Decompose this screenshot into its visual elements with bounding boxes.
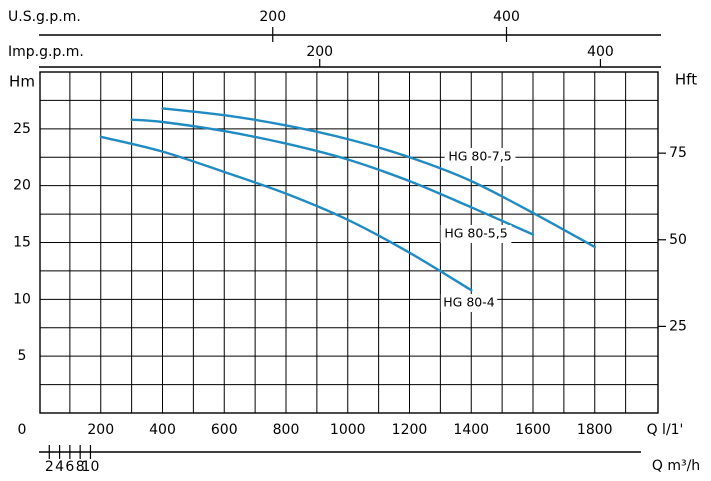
curve-line (99, 135, 473, 292)
x-m3h-tick-label: 10 (82, 459, 100, 475)
x-tick-label: 800 (273, 422, 300, 438)
x-usgpm-tick-label: 400 (493, 9, 520, 25)
y-tick-label: 20 (13, 178, 31, 194)
x-m3h-tick-label: 4 (55, 459, 64, 475)
x-tick-label: 200 (87, 422, 114, 438)
y-tick-label: 15 (13, 235, 31, 251)
x-zero-label: 0 (18, 422, 27, 438)
x-tick-label: 1400 (453, 422, 489, 438)
x-usgpm-tick-label: 200 (259, 9, 286, 25)
x-tick-label: 1000 (330, 422, 366, 438)
curve-label: HG 80-4 (443, 295, 494, 310)
y-tick-label: 10 (13, 291, 31, 307)
curve-line (161, 107, 596, 249)
x-axis-unit-label: Q l/1' (647, 422, 684, 438)
x-m3h-unit-label: Q m³/h (652, 458, 700, 474)
y-right-tick-label: 50 (669, 232, 687, 248)
curve-line (130, 118, 535, 236)
y-right-tick-label: 25 (669, 318, 687, 334)
curve-label-background (444, 148, 516, 166)
y-tick-label: 5 (18, 348, 27, 364)
y-axis-unit-label: Hm (9, 73, 35, 91)
x-impgpm-tick-label: 400 (587, 44, 614, 60)
curve-label-background (440, 294, 498, 312)
curve-label-background (440, 225, 512, 243)
x-impgpm-tick-label: 200 (306, 44, 333, 60)
x-m3h-tick-label: 6 (65, 459, 74, 475)
x-tick-label: 400 (149, 422, 176, 438)
curve-label: HG 80-7,5 (448, 149, 511, 164)
y-right-unit-label: Hft (675, 71, 697, 89)
x-tick-label: 600 (211, 422, 238, 438)
x-tick-label: 1600 (515, 422, 551, 438)
y-tick-label: 25 (13, 121, 31, 137)
x-m3h-tick-label: 8 (76, 459, 85, 475)
x-impgpm-unit-label: Imp.g.p.m. (8, 44, 84, 60)
curve-label: HG 80-5,5 (444, 226, 507, 241)
y-right-tick-label: 75 (669, 145, 687, 161)
x-usgpm-unit-label: U.S.g.p.m. (8, 9, 81, 25)
x-m3h-tick-label: 2 (45, 459, 54, 475)
x-tick-label: 1800 (577, 422, 613, 438)
x-tick-label: 1200 (392, 422, 428, 438)
